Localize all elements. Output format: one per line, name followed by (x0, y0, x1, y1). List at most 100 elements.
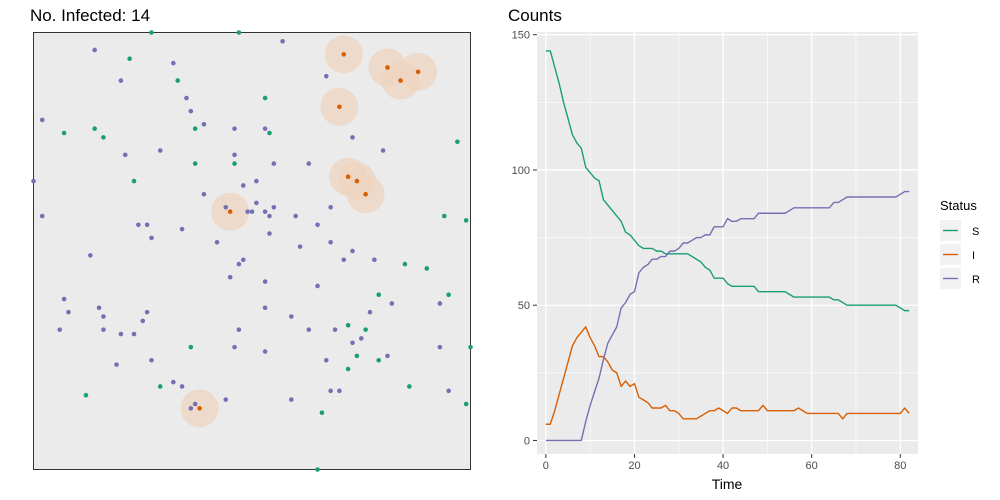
agent-point-r (323, 357, 329, 363)
agent-point-r (267, 213, 272, 219)
agent-point-r (214, 239, 220, 245)
agent-point-s (468, 344, 473, 350)
agent-point-r (280, 38, 285, 44)
agent-point-r (240, 257, 246, 263)
agent-point-r (323, 73, 329, 79)
agent-point-i (337, 104, 342, 110)
agent-point-i (415, 69, 421, 75)
agent-point-s (149, 30, 154, 35)
agent-point-r (188, 406, 194, 411)
legend-label-s: S (972, 226, 979, 238)
agent-point-r (337, 388, 342, 394)
counts-series-layer (545, 50, 910, 442)
agent-point-r (227, 274, 233, 280)
agent-point-s (376, 292, 382, 298)
agent-point-r (201, 191, 207, 197)
agent-point-r (188, 108, 194, 114)
agent-point-r (254, 178, 259, 184)
agent-point-i (197, 406, 202, 411)
agent-point-r (157, 148, 163, 153)
agent-point-r (88, 253, 93, 258)
agent-point-r (149, 357, 154, 363)
agent-point-r (446, 388, 451, 394)
agent-point-s (407, 384, 412, 389)
agent-point-r (236, 261, 242, 267)
agent-point-r (380, 148, 386, 153)
agent-point-r (271, 205, 277, 210)
agent-point-r (328, 205, 333, 210)
left-panel-title: No. Infected: 14 (30, 6, 150, 25)
agent-point-i (341, 52, 347, 57)
agent-point-s (131, 178, 137, 184)
agent-point-i (227, 209, 233, 214)
agent-point-r (328, 388, 333, 394)
x-tick-label: 80 (894, 460, 906, 472)
agent-point-s (345, 322, 351, 328)
y-tick-label: 100 (512, 165, 530, 177)
y-tick-label: 0 (524, 435, 530, 447)
agent-point-r (122, 152, 128, 158)
agent-point-r (297, 244, 303, 249)
agent-point-r (92, 47, 97, 53)
agent-point-r (39, 213, 45, 219)
agent-point-r (350, 340, 355, 346)
agent-points-layer (31, 30, 473, 472)
agent-point-r (223, 397, 229, 402)
agent-point-r (289, 314, 294, 319)
agent-point-r (293, 213, 299, 219)
agent-point-r (245, 209, 250, 214)
agent-point-r (118, 78, 124, 83)
agent-point-s (127, 56, 132, 62)
agent-point-r (358, 336, 364, 341)
agent-point-s (192, 161, 198, 166)
agent-point-r (232, 344, 237, 350)
agent-point-s (267, 130, 272, 136)
series-line-i (545, 326, 910, 425)
agent-point-r (262, 209, 268, 214)
agent-point-s (363, 327, 368, 332)
agent-point-i (398, 78, 403, 83)
agent-point-s (319, 410, 325, 415)
agent-point-s (354, 353, 360, 359)
agent-point-r (385, 353, 390, 359)
agent-point-s (61, 130, 67, 136)
agent-point-r (437, 344, 443, 350)
agent-point-s (376, 357, 382, 363)
right-panel-title: Counts (508, 6, 562, 25)
agent-point-s (441, 213, 447, 219)
agent-point-r (61, 296, 67, 302)
agent-point-r (306, 161, 312, 166)
agent-point-r (262, 126, 268, 131)
agent-point-r (341, 257, 347, 263)
agent-point-r (149, 235, 154, 241)
agent-point-r (232, 126, 237, 131)
agent-point-i (354, 178, 360, 184)
agent-point-r (184, 95, 189, 101)
agent-point-r (262, 279, 268, 284)
agent-point-r (372, 257, 377, 263)
agent-point-r (179, 384, 185, 389)
agent-point-r (232, 152, 237, 158)
agent-point-r (171, 60, 176, 66)
agent-point-r (118, 331, 124, 337)
agent-point-r (136, 222, 141, 228)
agent-point-r (223, 205, 229, 210)
legend-title: Status (940, 198, 977, 213)
agent-point-s (345, 366, 351, 372)
agent-point-s (157, 384, 163, 389)
agent-point-r (179, 226, 185, 232)
agent-point-i (345, 174, 351, 180)
agent-point-r (171, 379, 176, 385)
agent-point-r (267, 231, 272, 236)
agent-point-r (315, 222, 320, 228)
y-tick-label: 50 (518, 300, 530, 312)
x-tick-label: 20 (628, 460, 640, 472)
agent-point-r (101, 314, 106, 319)
agent-point-i (363, 191, 368, 197)
agent-point-s (463, 218, 469, 223)
agent-point-r (271, 161, 277, 166)
agent-point-s (175, 78, 181, 83)
agent-point-s (192, 126, 198, 131)
agent-point-r (332, 327, 338, 332)
legend-label-r: R (972, 274, 980, 286)
